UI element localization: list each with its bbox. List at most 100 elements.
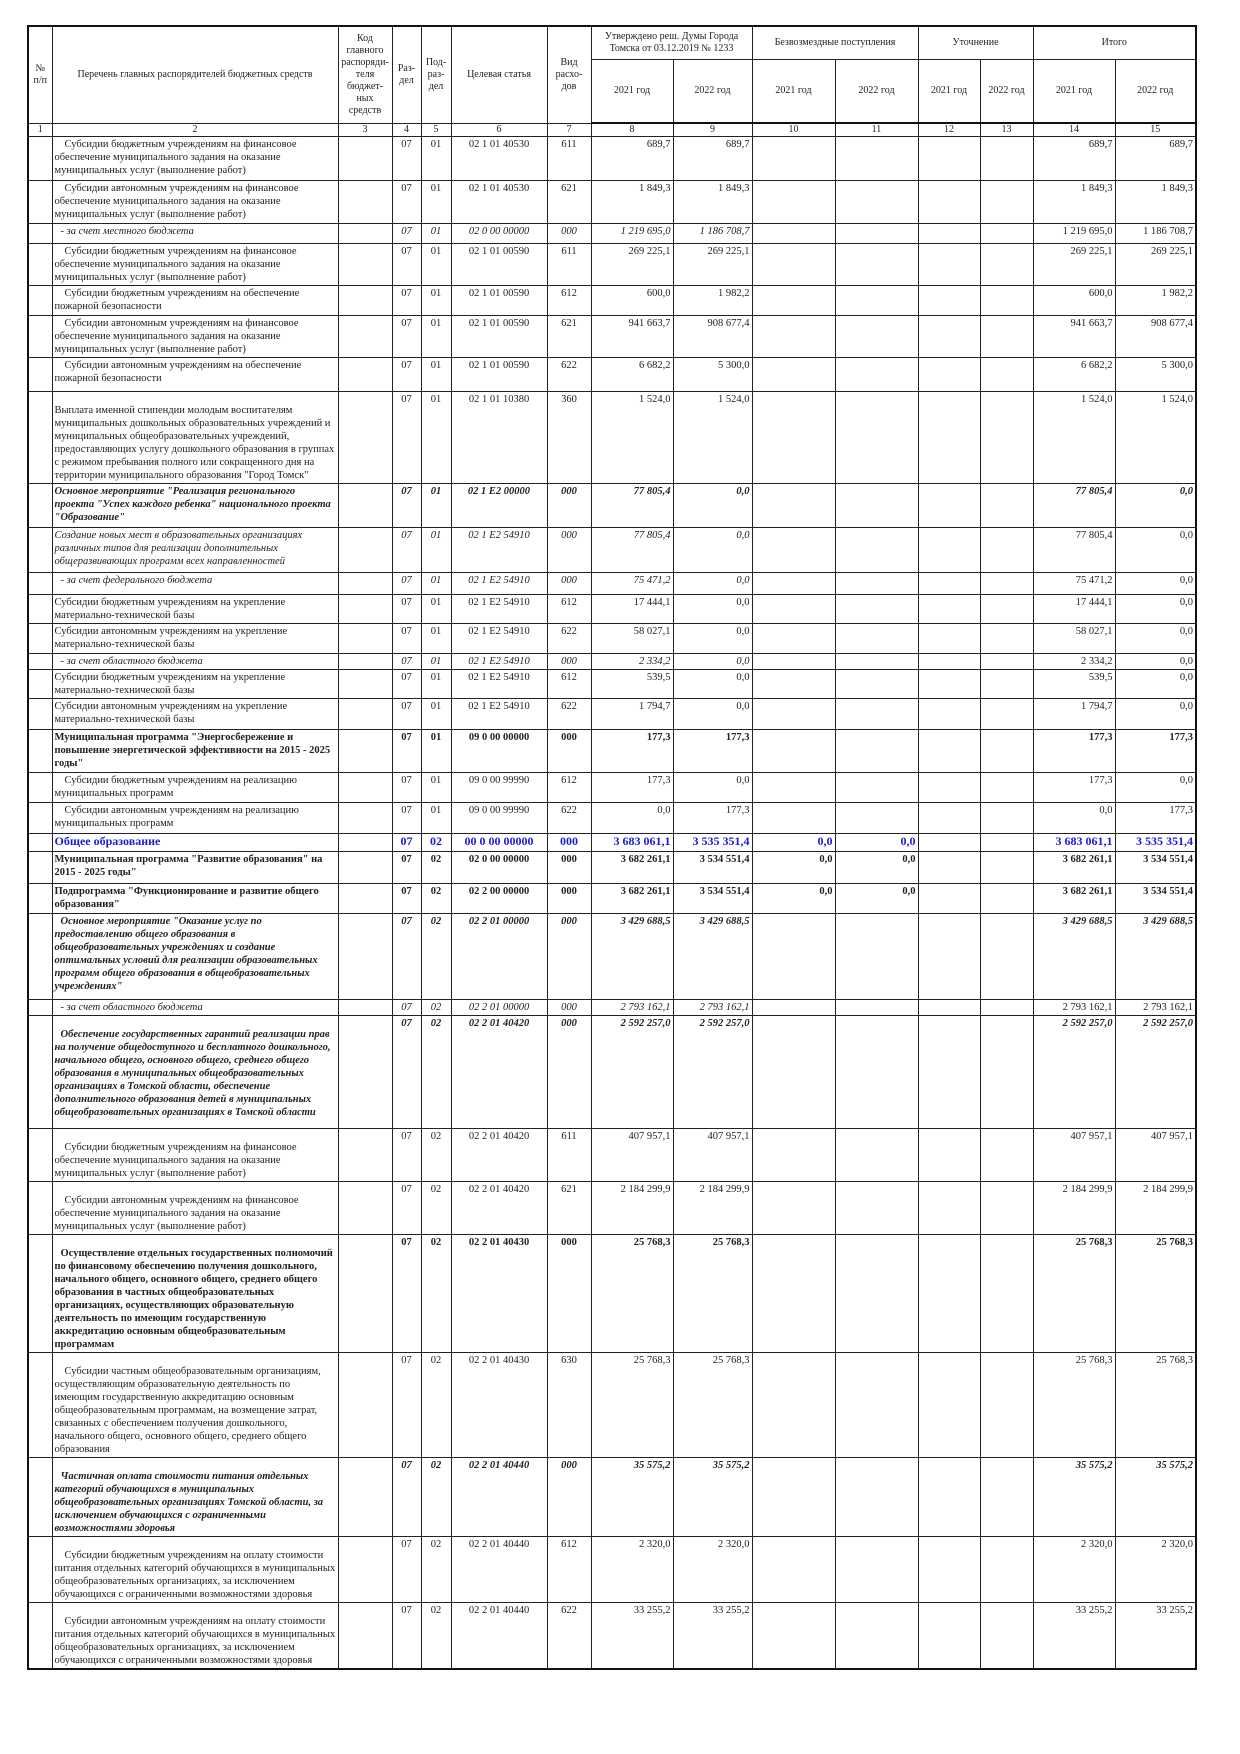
expense-type-cell: 000: [546, 653, 592, 670]
amount-cell-col14: 58 027,1: [1032, 623, 1116, 654]
row-number-cell: [27, 1536, 53, 1603]
target-article-cell: 02 1 E2 54910: [450, 594, 548, 624]
amount-cell-col15: 0,0: [1114, 594, 1197, 624]
target-article-cell: 02 2 01 40430: [450, 1352, 548, 1458]
amount-cell-col12: [917, 772, 981, 803]
row-description: Осуществление отдельных государственных …: [51, 1234, 339, 1353]
admin-code-cell: [337, 391, 393, 484]
expense-type-cell: 622: [546, 802, 592, 834]
target-article-cell: 09 0 00 99990: [450, 772, 548, 803]
expense-type-cell: 621: [546, 180, 592, 224]
amount-cell-col9: 5 300,0: [672, 357, 753, 392]
column-number: 4: [391, 122, 422, 137]
amount-cell-col9: 1 524,0: [672, 391, 753, 484]
amount-cell-col8: 600,0: [590, 285, 674, 316]
amount-cell-col15: 25 768,3: [1114, 1234, 1197, 1353]
amount-cell-col15: 3 534 551,4: [1114, 851, 1197, 884]
amount-cell-col12: [917, 1457, 981, 1537]
section-cell: 07: [391, 1015, 422, 1129]
amount-cell-col10: [751, 594, 836, 624]
amount-cell-col12: [917, 1602, 981, 1670]
subsection-cell: 01: [420, 136, 452, 181]
amount-cell-col14: 0,0: [1032, 802, 1116, 834]
amount-cell-col15: 0,0: [1114, 653, 1197, 670]
section-cell: 07: [391, 802, 422, 834]
admin-code-cell: [337, 315, 393, 358]
subsection-cell: 02: [420, 999, 452, 1016]
table-row: Основное мероприятие "Оказание услуг по …: [27, 913, 1197, 1000]
amount-cell-col11: [834, 1602, 919, 1670]
amount-cell-col13: [979, 1128, 1034, 1182]
amount-cell-col12: [917, 623, 981, 654]
amount-cell-col9: 35 575,2: [672, 1457, 753, 1537]
amount-cell-col14: 1 524,0: [1032, 391, 1116, 484]
table-row: Обеспечение государственных гарантий реа…: [27, 1015, 1197, 1129]
amount-cell-col12: [917, 1536, 981, 1603]
section-cell: 07: [391, 1536, 422, 1603]
column-number: 12: [917, 122, 981, 137]
amount-cell-col15: 1 849,3: [1114, 180, 1197, 224]
admin-code-cell: [337, 802, 393, 834]
column-number-row: 1 2 3 4 5 6 7 8 9 10 11 12 13 14 15: [27, 122, 1197, 137]
amount-cell-col12: [917, 285, 981, 316]
amount-cell-col10: [751, 623, 836, 654]
admin-code-cell: [337, 851, 393, 884]
subsection-cell: 02: [420, 1457, 452, 1537]
table-row: Основное мероприятие "Реализация региона…: [27, 483, 1197, 528]
section-cell: 07: [391, 1181, 422, 1235]
expense-type-cell: 000: [546, 223, 592, 244]
amount-cell-col9: 0,0: [672, 527, 753, 573]
amount-cell-col10: [751, 243, 836, 286]
admin-code-cell: [337, 483, 393, 528]
amount-cell-col11: [834, 483, 919, 528]
amount-cell-col8: 35 575,2: [590, 1457, 674, 1537]
section-cell: 07: [391, 243, 422, 286]
column-number: 5: [420, 122, 452, 137]
expense-type-cell: 611: [546, 243, 592, 286]
table-row: Субсидии бюджетным учреждениям на укрепл…: [27, 594, 1197, 624]
row-description: Субсидии автономным учреждениям на укреп…: [51, 698, 339, 730]
section-cell: 07: [391, 913, 422, 1000]
row-number-cell: [27, 483, 53, 528]
table-row: Субсидии бюджетным учреждениям на финанс…: [27, 243, 1197, 286]
row-description: - за счет федерального бюджета: [51, 572, 339, 595]
expense-type-cell: 000: [546, 999, 592, 1016]
amount-cell-col12: [917, 1352, 981, 1458]
amount-cell-col11: [834, 391, 919, 484]
amount-cell-col10: [751, 1128, 836, 1182]
amount-cell-col12: [917, 572, 981, 595]
amount-cell-col8: 17 444,1: [590, 594, 674, 624]
expense-type-cell: 622: [546, 1602, 592, 1670]
amount-cell-col15: 0,0: [1114, 772, 1197, 803]
subsection-cell: 02: [420, 1234, 452, 1353]
row-number-cell: [27, 357, 53, 392]
section-cell: 07: [391, 851, 422, 884]
column-number: 15: [1114, 122, 1197, 137]
amount-cell-col13: [979, 572, 1034, 595]
amount-cell-col11: [834, 772, 919, 803]
target-article-cell: 02 1 E2 54910: [450, 698, 548, 730]
amount-cell-col13: [979, 851, 1034, 884]
table-row: - за счет областного бюджета 07 01 02 1 E2 …: [27, 653, 1197, 670]
row-number-cell: [27, 729, 53, 773]
amount-cell-col11: 0,0: [834, 851, 919, 884]
section-cell: 07: [391, 729, 422, 773]
amount-cell-col8: 2 592 257,0: [590, 1015, 674, 1129]
section-cell: 07: [391, 180, 422, 224]
amount-cell-col15: 2 320,0: [1114, 1536, 1197, 1603]
row-description: Субсидии автономным учреждениям на финан…: [51, 180, 339, 224]
amount-cell-col9: 407 957,1: [672, 1128, 753, 1182]
amount-cell-col9: 0,0: [672, 653, 753, 670]
admin-code-cell: [337, 729, 393, 773]
expense-type-cell: 000: [546, 729, 592, 773]
amount-cell-col13: [979, 594, 1034, 624]
table-row: Муниципальная программа "Энергосбережени…: [27, 729, 1197, 773]
row-number-cell: [27, 772, 53, 803]
amount-cell-col14: 177,3: [1032, 772, 1116, 803]
target-article-cell: 02 2 01 40420: [450, 1181, 548, 1235]
row-description: Субсидии бюджетным учреждениям на укрепл…: [51, 669, 339, 699]
target-article-cell: 02 0 00 00000: [450, 223, 548, 244]
amount-cell-col12: [917, 1015, 981, 1129]
table-row: - за счет местного бюджета 07 01 02 0 00 00…: [27, 223, 1197, 244]
header-year: 2022 год: [834, 58, 919, 124]
